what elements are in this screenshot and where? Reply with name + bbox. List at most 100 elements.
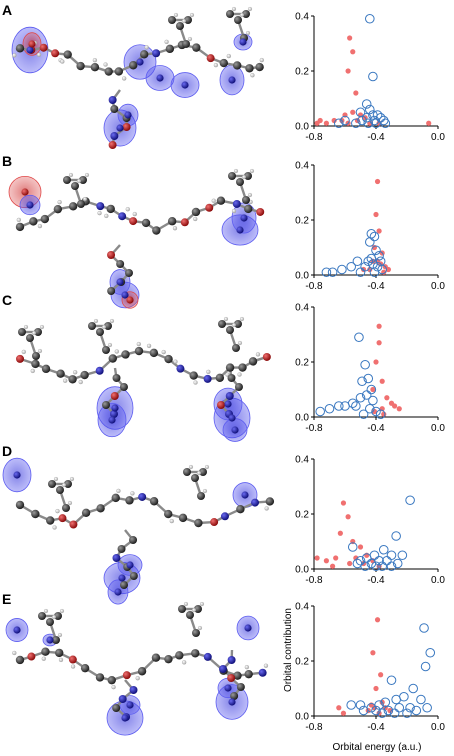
data-point-open (391, 531, 401, 541)
atom (141, 218, 151, 228)
atom (241, 491, 249, 499)
atom-hydrogen (31, 330, 37, 336)
atom (182, 40, 190, 48)
open-point-series (315, 332, 386, 420)
atom-hydrogen (63, 378, 68, 383)
atom-hydrogen (173, 12, 179, 18)
atom (178, 605, 186, 613)
atom (192, 629, 200, 637)
atom-hydrogen (125, 207, 130, 212)
atom (16, 354, 24, 363)
atom (112, 374, 121, 382)
data-point-filled (384, 395, 390, 401)
x-tick-label: 0.0 (431, 575, 445, 586)
data-point-open (346, 261, 357, 272)
data-point-open (340, 115, 350, 126)
panel-label-b: B (2, 153, 12, 169)
atom-hydrogen (116, 488, 121, 494)
y-tick-label: 0.4 (295, 455, 309, 466)
atom (32, 352, 40, 360)
data-point-open (366, 253, 377, 264)
y-tick-label: 0.0 (295, 565, 309, 576)
atom (129, 536, 138, 544)
atom (205, 203, 214, 212)
atom (151, 653, 161, 662)
atom (137, 667, 147, 676)
atom (215, 373, 225, 382)
data-point-open (380, 118, 391, 129)
atom (238, 363, 247, 372)
atom (76, 61, 85, 71)
atom-hydrogen (188, 464, 194, 470)
atom-hydrogen (173, 359, 178, 364)
atom-hydrogen (78, 379, 83, 385)
atom (156, 74, 164, 82)
atom (15, 655, 25, 665)
atom (46, 618, 54, 626)
atom (251, 498, 260, 507)
data-point-open (363, 256, 374, 267)
atom-hydrogen (263, 663, 269, 668)
atom-hydrogen (30, 368, 35, 374)
data-point-open (377, 708, 388, 719)
atom (228, 414, 236, 422)
atom-hydrogen (43, 608, 49, 614)
atom (121, 350, 130, 359)
atom (129, 61, 138, 70)
data-point-filled (385, 266, 391, 273)
x-tick-label: -0.4 (367, 722, 385, 733)
atom-hydrogen (103, 62, 108, 67)
atom (29, 217, 38, 226)
panel-label-e: E (2, 591, 11, 607)
scatter-plot-c: 0.0 0.2 0.4 -0.8 -0.4 0.0 (295, 303, 445, 435)
atom (152, 226, 161, 235)
atom (46, 636, 54, 644)
data-point-filled (353, 90, 359, 96)
data-point-open (368, 395, 378, 406)
atom (15, 44, 25, 53)
atom (62, 504, 70, 512)
atom (225, 363, 235, 372)
atom-hydrogen (37, 348, 43, 354)
atom-hydrogen (239, 12, 245, 18)
data-point-open (324, 403, 335, 414)
atom (48, 480, 56, 488)
y-tick-label: 0.0 (295, 712, 309, 723)
data-point-filled (378, 672, 384, 678)
atom-hydrogen (12, 650, 17, 656)
atom (112, 704, 121, 712)
atom (183, 468, 191, 476)
atom-hydrogen (164, 39, 169, 45)
atom-hydrogen (231, 6, 237, 12)
atom-hydrogen (109, 318, 115, 324)
atom (26, 201, 34, 209)
data-point-filled (374, 617, 381, 623)
atom-hydrogen (183, 601, 189, 607)
open-point-series (321, 228, 388, 278)
atom-hydrogen (57, 200, 62, 205)
atom (121, 291, 129, 299)
atom (26, 334, 34, 342)
atom-hydrogen (233, 168, 239, 174)
atom (242, 196, 250, 204)
atom-hydrogen (55, 509, 60, 514)
atom (124, 269, 133, 277)
scatter-plots: 0.00.20.4-0.8 -0.4 0.00.00.20.4-0.8 -0.4 0.0… (295, 12, 445, 734)
atom (203, 374, 212, 383)
data-point-open (340, 401, 350, 411)
atom (129, 572, 138, 580)
data-point-open (386, 550, 397, 561)
atom (248, 357, 258, 366)
atom (116, 278, 124, 286)
atom-hydrogen (61, 482, 67, 488)
atom-hydrogen (187, 36, 193, 42)
data-point-filled (371, 408, 378, 415)
atom (106, 204, 115, 214)
data-point-open (355, 392, 366, 403)
atom-hydrogen (247, 6, 253, 12)
atom (116, 260, 125, 268)
atom (122, 123, 131, 131)
data-point-filled (314, 120, 320, 126)
atom (225, 392, 234, 400)
